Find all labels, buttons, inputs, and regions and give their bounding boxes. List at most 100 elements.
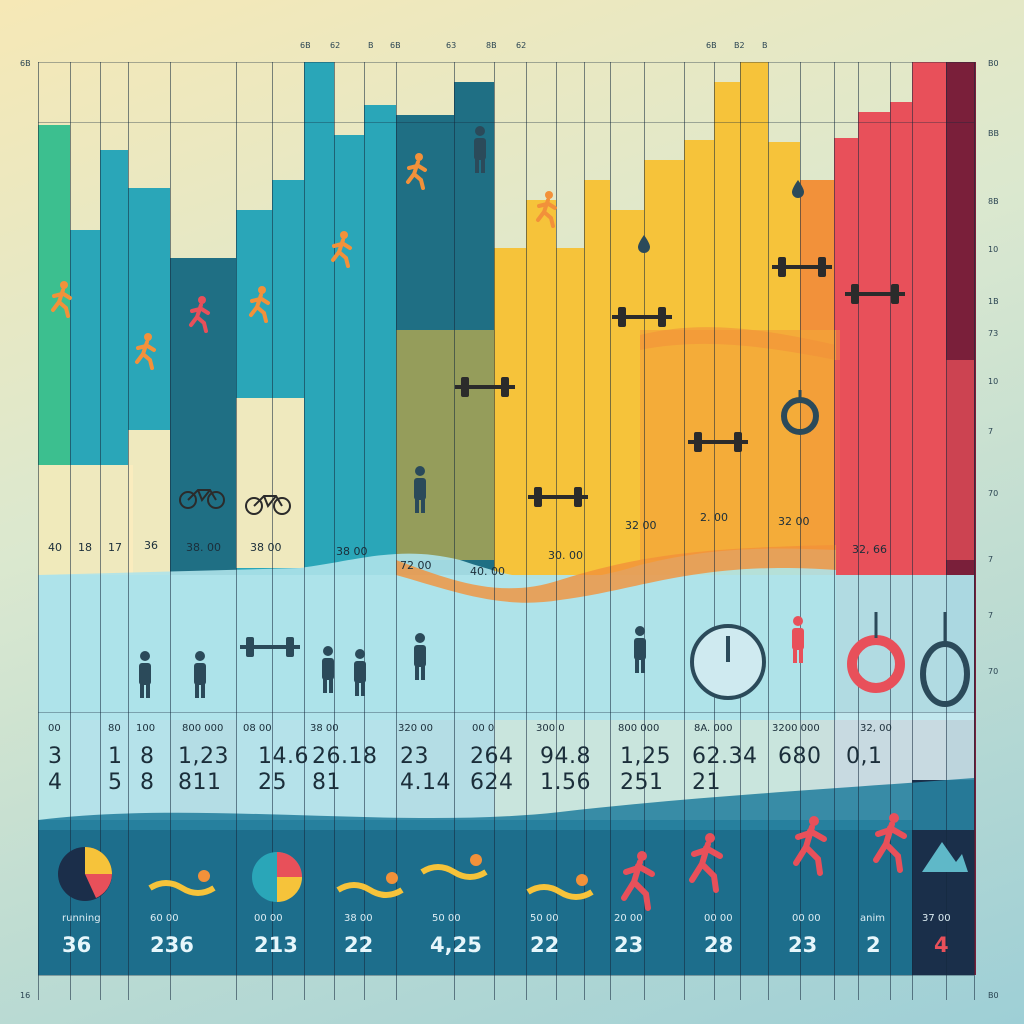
barbell-icon bbox=[845, 284, 905, 304]
runner-icon bbox=[621, 851, 655, 911]
bottom-caption: 00 00 bbox=[704, 913, 733, 924]
swimmer-icon bbox=[336, 872, 404, 898]
value-header: 800 000 bbox=[182, 723, 224, 734]
bicycle-icon bbox=[179, 489, 225, 509]
grid-vertical-1 bbox=[70, 62, 71, 1000]
grid-vertical-7 bbox=[304, 62, 305, 1000]
runner-icon bbox=[331, 231, 352, 268]
runner-icon bbox=[689, 833, 723, 893]
pale-left2 bbox=[128, 430, 170, 575]
bottom-caption: 60 00 bbox=[150, 913, 179, 924]
value-top: 8 bbox=[140, 744, 155, 769]
runner-icon bbox=[249, 286, 270, 323]
grid-vertical-17 bbox=[644, 62, 645, 1000]
bottom-caption: 50 00 bbox=[530, 913, 559, 924]
runner-icon bbox=[536, 191, 557, 228]
value-bottom: 4.14 bbox=[400, 770, 451, 795]
mid-label: 72 00 bbox=[400, 559, 432, 572]
right-tick: 7 bbox=[988, 611, 994, 620]
value-header: 320 00 bbox=[398, 723, 433, 734]
value-top: 62.34 bbox=[692, 744, 758, 769]
top-tick: 62 bbox=[330, 41, 341, 50]
bottom-value: 36 bbox=[62, 933, 92, 957]
light-wave bbox=[38, 548, 836, 720]
mid-label: 32 00 bbox=[625, 519, 657, 532]
swimmer-icon bbox=[526, 874, 594, 900]
bottom-caption: 00 00 bbox=[254, 913, 283, 924]
value-header: 800 000 bbox=[618, 723, 660, 734]
barbell-icon bbox=[528, 487, 588, 507]
right-tick: 8B bbox=[988, 197, 999, 206]
grid-horizontal-2 bbox=[38, 712, 974, 713]
bottom-caption: 38 00 bbox=[344, 913, 373, 924]
grid-vertical-5 bbox=[236, 62, 237, 1000]
mid-label: 30. 00 bbox=[548, 549, 583, 562]
dark-bottom-band bbox=[38, 820, 974, 975]
mid-label: 17 bbox=[108, 541, 122, 554]
grid-horizontal-3 bbox=[38, 975, 974, 976]
grid-vertical-20 bbox=[740, 62, 741, 1000]
value-top: 0,1 bbox=[846, 744, 883, 769]
top-tick: 62 bbox=[516, 41, 527, 50]
red-fill bbox=[834, 360, 974, 560]
right-tick: B0 bbox=[988, 59, 999, 68]
orange-crest bbox=[640, 327, 836, 360]
right-tick: 10 bbox=[988, 377, 999, 386]
value-bottom: 811 bbox=[178, 770, 222, 795]
bottom-caption: 50 00 bbox=[432, 913, 461, 924]
mid-label: 18 bbox=[78, 541, 92, 554]
right-tick: 7 bbox=[988, 555, 994, 564]
grid-vertical-18 bbox=[684, 62, 685, 1000]
value-header: 08 00 bbox=[243, 723, 272, 734]
value-header: 100 bbox=[136, 723, 156, 734]
top-tick: 63 bbox=[446, 41, 457, 50]
bottom-caption: 00 00 bbox=[792, 913, 821, 924]
grid-vertical-14 bbox=[556, 62, 557, 1000]
value-top: 26.18 bbox=[312, 744, 378, 769]
value-bottom: 624 bbox=[470, 770, 514, 795]
bottom-value: 23 bbox=[614, 933, 644, 957]
grid-vertical-3 bbox=[128, 62, 129, 1000]
orange-wave bbox=[396, 545, 836, 603]
bottom-caption: anim bbox=[860, 913, 885, 924]
value-bottom: 81 bbox=[312, 770, 341, 795]
bottom-value: 22 bbox=[344, 933, 374, 957]
bicycle-icon bbox=[245, 495, 291, 515]
mid-label: 38 00 bbox=[250, 541, 282, 554]
grid-vertical-25 bbox=[890, 62, 891, 1000]
bottom-value: 4,25 bbox=[430, 933, 482, 957]
value-header: 00 0 bbox=[472, 723, 495, 734]
person-icon bbox=[634, 626, 646, 673]
grid-vertical-6 bbox=[272, 62, 273, 1000]
person-icon bbox=[474, 126, 486, 173]
value-header: 3200 000 bbox=[772, 723, 820, 734]
top-tick: B bbox=[762, 41, 768, 50]
runner-icon bbox=[51, 281, 72, 318]
grid-vertical-21 bbox=[768, 62, 769, 1000]
yellow-fill bbox=[396, 330, 836, 560]
mid-label: 2. 00 bbox=[700, 511, 728, 524]
grid-vertical-8 bbox=[334, 62, 335, 1000]
left-tick: 6B bbox=[20, 59, 31, 68]
value-bottom: 8 bbox=[140, 770, 155, 795]
grid-vertical-10 bbox=[396, 62, 397, 1000]
grid-vertical-11 bbox=[454, 62, 455, 1000]
value-top: 14.6 bbox=[258, 744, 309, 769]
bottom-value: 28 bbox=[704, 933, 734, 957]
value-header: 00 bbox=[48, 723, 61, 734]
value-bottom: 251 bbox=[620, 770, 664, 795]
right-tick: 70 bbox=[988, 667, 999, 676]
person-icon bbox=[792, 616, 804, 663]
mountain-icon bbox=[922, 842, 968, 872]
grid-vertical-22 bbox=[800, 62, 801, 1000]
bottom-value: 4 bbox=[934, 933, 949, 957]
grid-vertical-28 bbox=[974, 62, 975, 1000]
swimmer-icon bbox=[420, 854, 488, 880]
value-top: 3 bbox=[48, 744, 63, 769]
grid-vertical-12 bbox=[494, 62, 495, 1000]
value-bottom: 25 bbox=[258, 770, 287, 795]
right-tick: B0 bbox=[988, 991, 999, 1000]
ring-icon bbox=[920, 612, 970, 707]
barbell-icon bbox=[612, 307, 672, 327]
ring-icon bbox=[847, 612, 905, 693]
